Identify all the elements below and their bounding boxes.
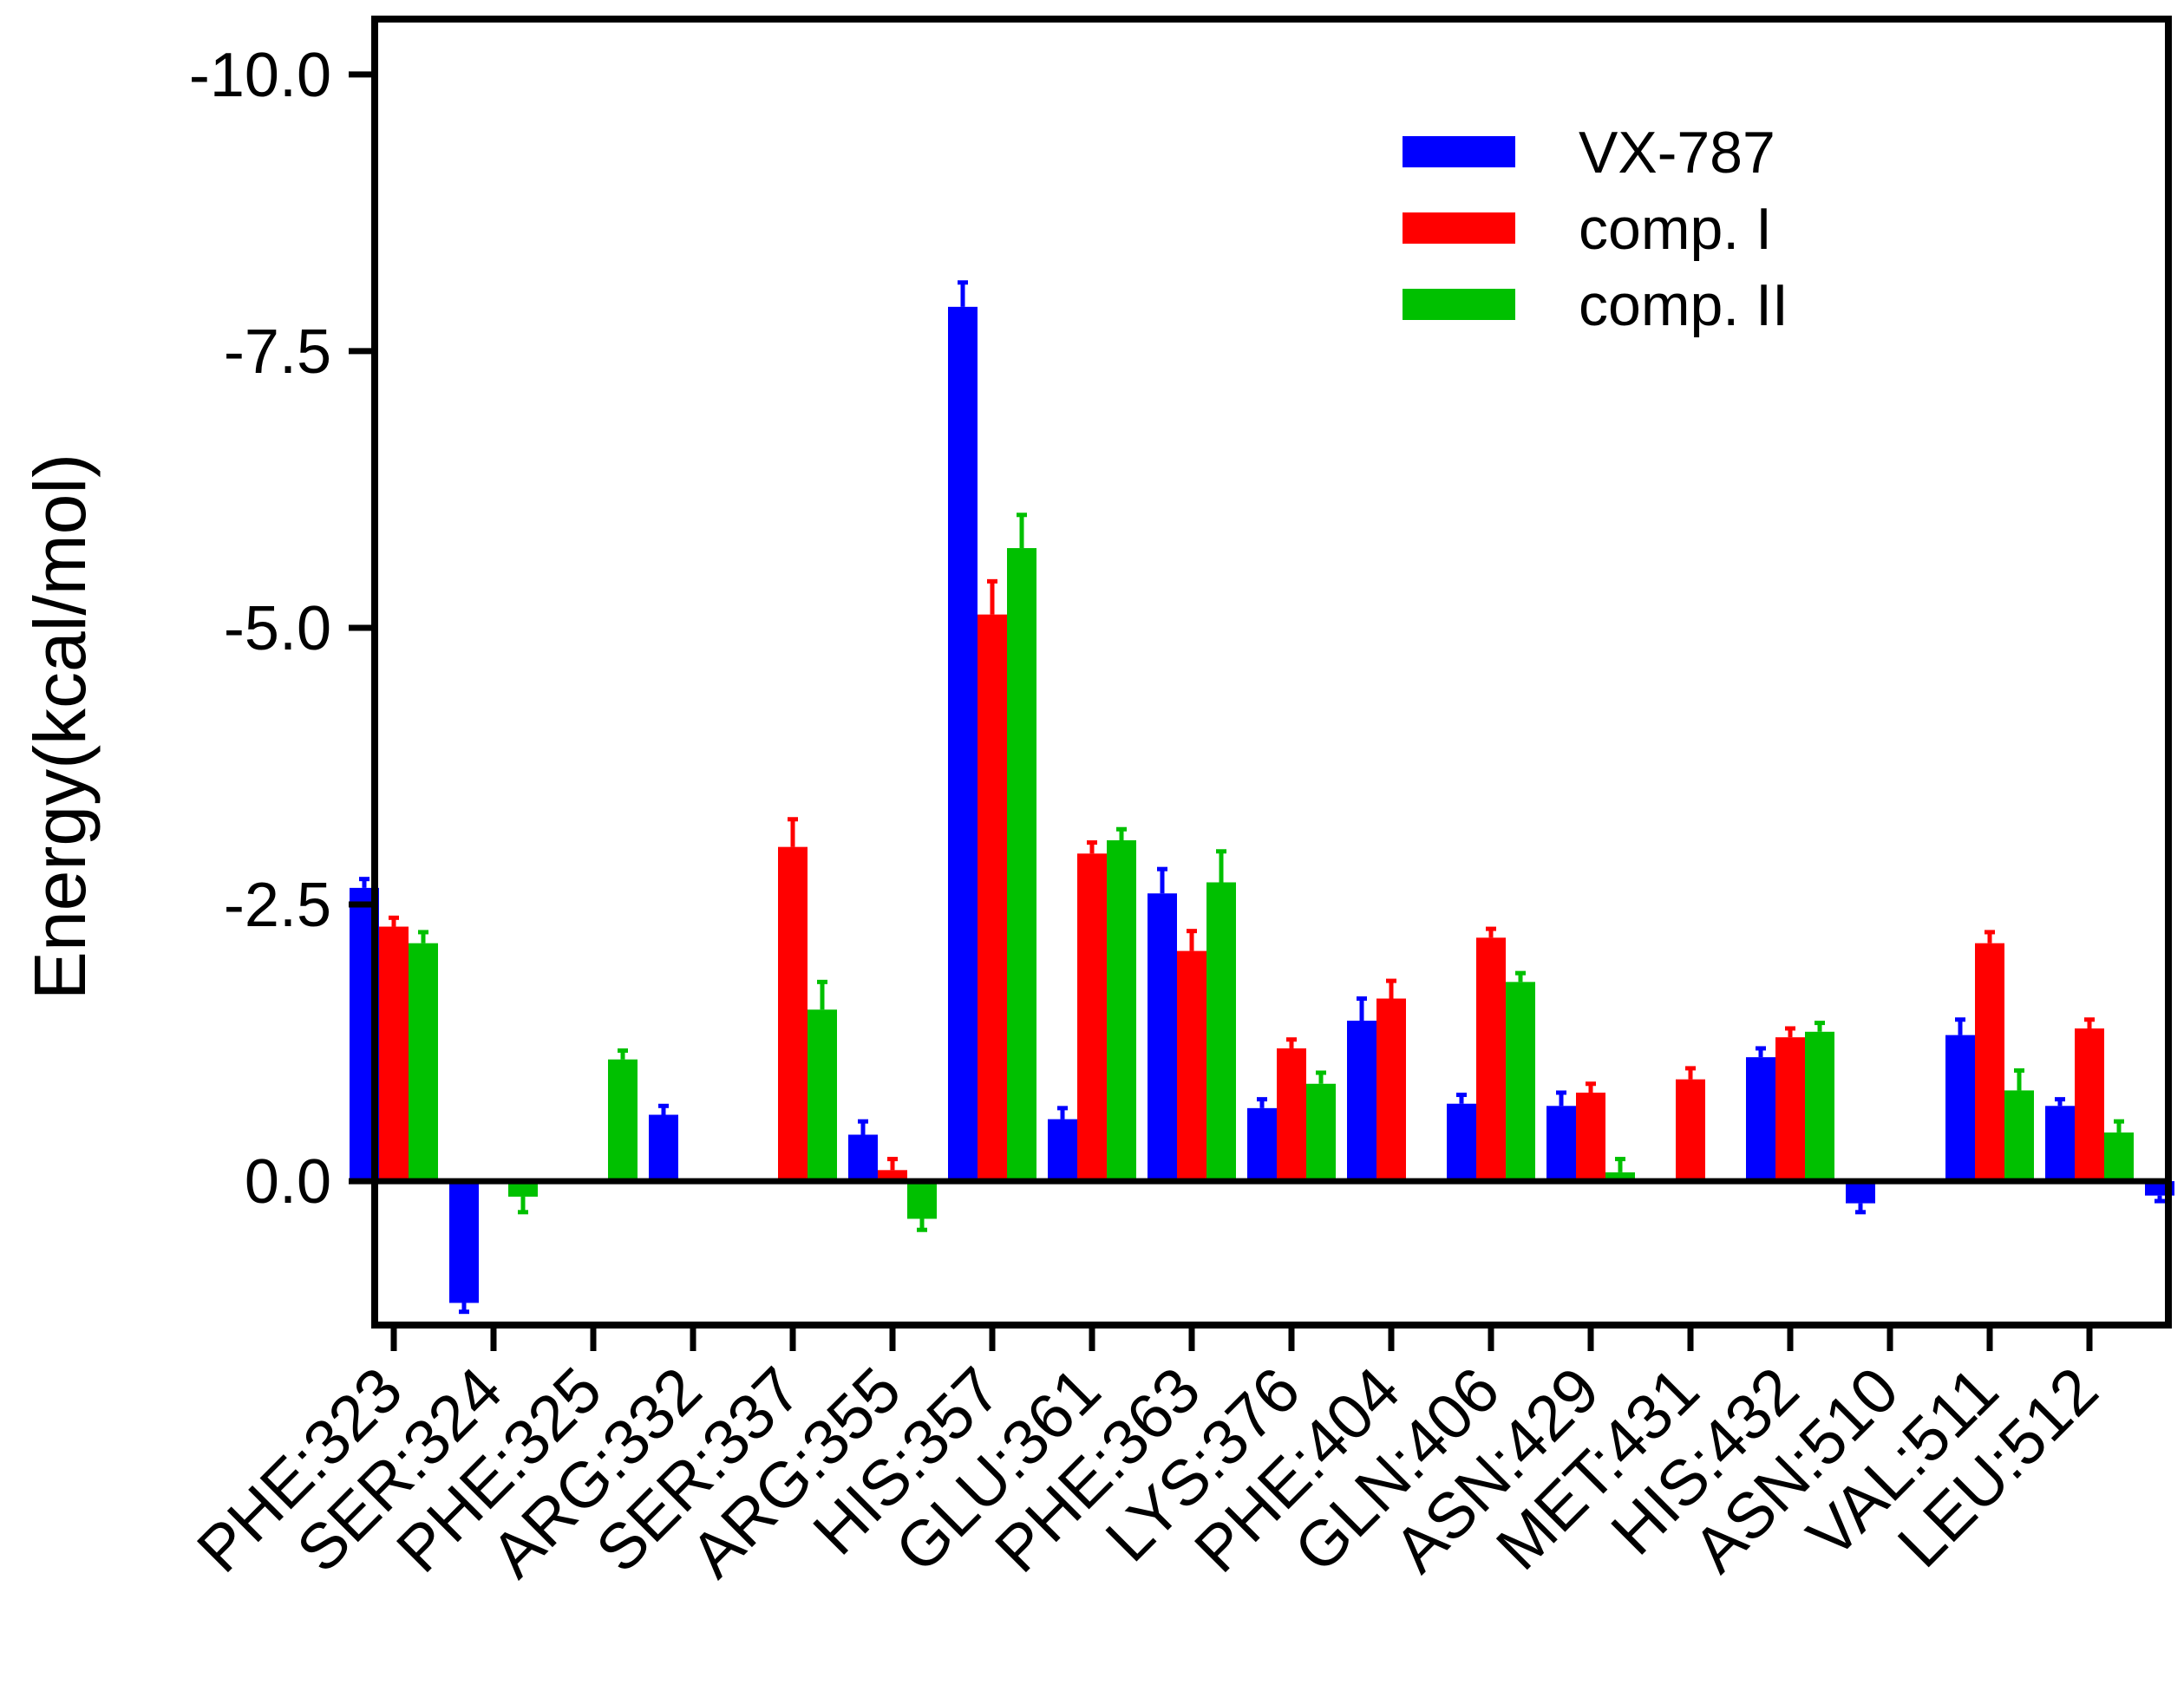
bar-2-17: [1975, 943, 2004, 1182]
bar-1-8: [1048, 1119, 1077, 1182]
bar-3-13: [1605, 1172, 1635, 1182]
y-tick-label: -5.0: [224, 594, 331, 663]
bar-2-14: [1676, 1079, 1705, 1182]
bar-3-18: [2104, 1132, 2134, 1182]
bar-2-9: [1177, 950, 1206, 1182]
bar-3-1: [409, 943, 438, 1182]
legend: VX-787 comp. I comp. II: [1403, 120, 1788, 338]
bar-1-15: [1746, 1057, 1775, 1182]
axes-group: [349, 16, 2172, 1351]
bar-3-2: [508, 1181, 538, 1197]
bar-3-10: [1306, 1083, 1336, 1182]
tick-labels-group: -10.0-7.5-5.0-2.50.0PHE:323SER:324PHE:32…: [183, 41, 2111, 1591]
bar-3-6: [907, 1181, 937, 1219]
legend-label-1: VX-787: [1579, 120, 1775, 186]
bar-1-18: [2045, 1106, 2075, 1182]
legend-swatch-3: [1403, 289, 1515, 320]
bar-3-8: [1107, 839, 1136, 1182]
legend-swatch-1: [1403, 136, 1515, 167]
bar-1-10: [1247, 1107, 1277, 1182]
legend-label-2: comp. I: [1579, 196, 1772, 262]
y-tick-label: -10.0: [189, 41, 331, 110]
bar-2-13: [1576, 1092, 1605, 1182]
y-tick-label: -2.5: [224, 871, 331, 940]
y-tick-label: 0.0: [245, 1147, 331, 1217]
bar-1-13: [1546, 1106, 1576, 1182]
bar-1-6: [848, 1134, 878, 1182]
bar-2-1: [379, 926, 409, 1182]
legend-swatch-2: [1403, 212, 1515, 244]
bar-3-7: [1007, 548, 1036, 1182]
bar-2-15: [1775, 1037, 1805, 1182]
bar-3-15: [1805, 1031, 1834, 1182]
y-tick-label: -7.5: [224, 317, 331, 387]
plot-frame: [371, 16, 2172, 1329]
bar-2-5: [778, 846, 808, 1182]
bar-1-4: [649, 1114, 678, 1182]
bar-2-8: [1077, 853, 1107, 1182]
bar-2-12: [1476, 937, 1506, 1182]
bar-1-11: [1347, 1021, 1376, 1182]
bar-2-11: [1376, 998, 1406, 1182]
bar-3-3: [608, 1059, 638, 1182]
bar-3-17: [2004, 1090, 2034, 1182]
bar-1-9: [1148, 893, 1177, 1182]
bar-3-9: [1206, 882, 1236, 1182]
bar-1-17: [1945, 1035, 1975, 1182]
bar-3-5: [808, 1009, 837, 1182]
bar-2-7: [978, 614, 1007, 1182]
legend-label-3: comp. II: [1579, 272, 1788, 338]
bar-1-7: [948, 306, 978, 1182]
y-axis-title: Energy(kcal/mol): [19, 454, 101, 1000]
bar-1-16: [1846, 1181, 1875, 1204]
bar-3-12: [1506, 982, 1535, 1182]
bar-2-18: [2075, 1028, 2104, 1182]
bars-group: [350, 280, 2174, 1315]
bar-1-2: [449, 1181, 479, 1303]
bar-1-12: [1447, 1103, 1476, 1182]
bar-2-10: [1277, 1048, 1306, 1182]
